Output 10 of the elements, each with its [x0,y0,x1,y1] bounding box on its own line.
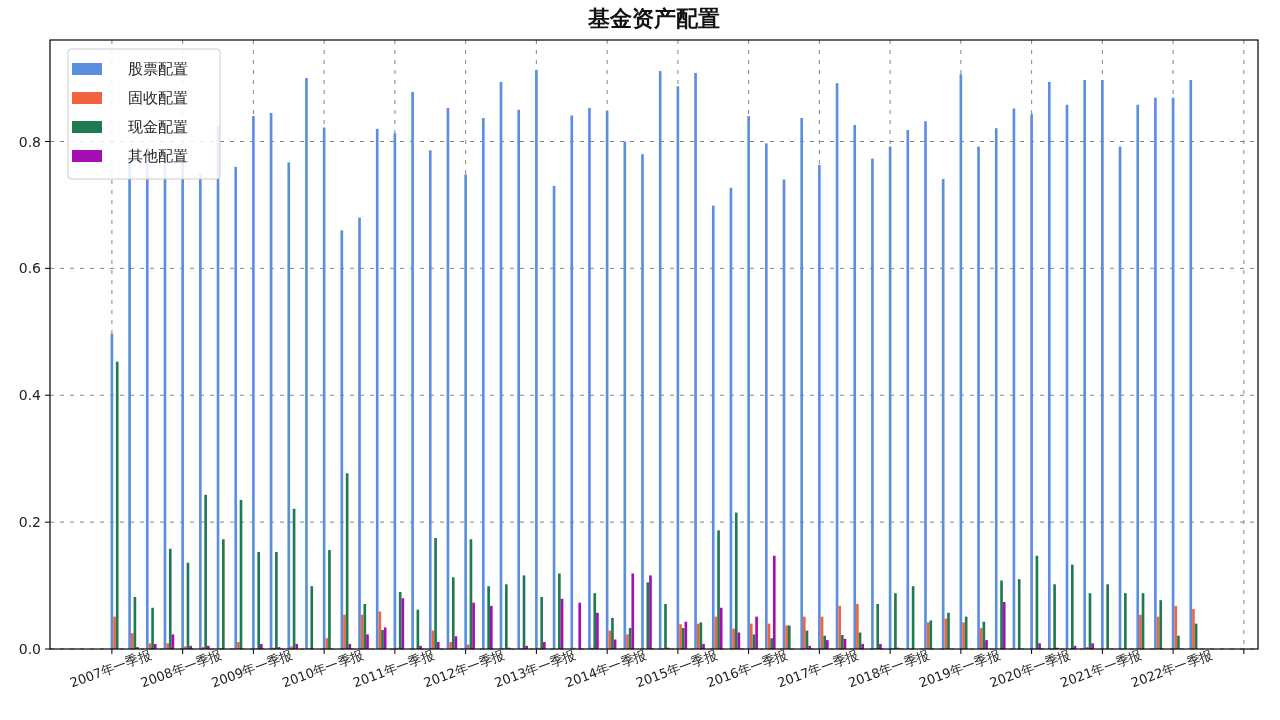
y-tick-label: 0.8 [18,133,41,150]
y-tick-label: 0.4 [18,387,42,404]
legend-label: 固收配置 [128,89,188,107]
y-tick-label: 0.0 [18,641,41,657]
legend-label: 其他配置 [128,147,188,165]
legend-label: 股票配置 [128,60,188,78]
chart-title: 基金资产配置 [587,6,720,31]
y-tick-label: 0.2 [18,514,41,531]
legend-label: 现金配置 [128,118,188,136]
y-tick-label: 0.6 [18,260,42,277]
